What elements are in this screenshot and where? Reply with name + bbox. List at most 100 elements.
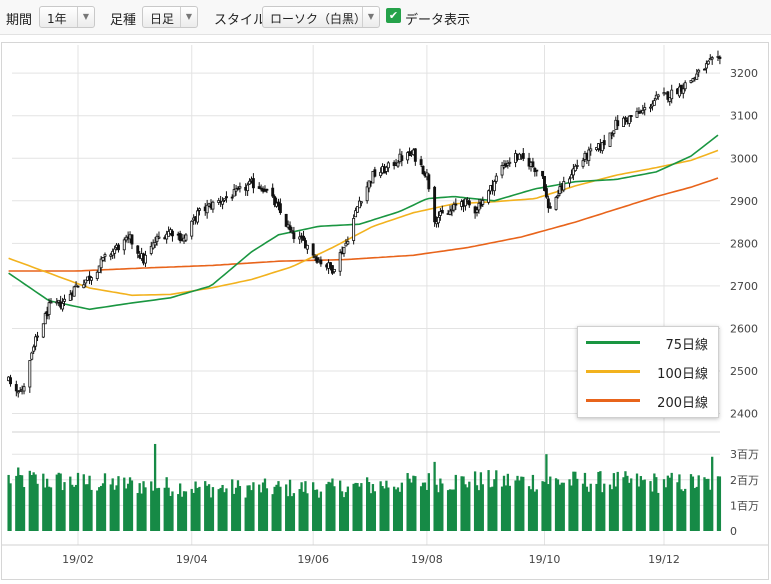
volume-bar [398,491,402,531]
volume-bar [716,476,720,531]
candle-body [273,196,277,206]
candle-body [562,181,566,191]
candle [602,134,606,150]
candle [681,83,685,99]
show-data-label[interactable]: データ表示 [405,13,471,28]
volume-bar [63,482,66,531]
volume-bar [28,470,31,531]
candle [703,68,706,71]
volume-bar [400,482,403,531]
candle [487,189,491,205]
candle [641,104,645,115]
candle [16,390,20,398]
candle [637,107,641,114]
volume-bar [435,484,438,531]
volume-bar [489,487,492,531]
style-select[interactable]: ローソク（白黒） ▼ [262,6,380,28]
candle [47,298,51,320]
candle-body [433,186,437,223]
candle-body [508,161,512,164]
volume-bar [238,486,242,531]
volume-bar [454,474,457,531]
volume-bar [153,443,157,531]
candle [679,84,683,95]
candle-body [122,239,126,251]
volume-bar [177,494,180,531]
candle-body [313,256,317,258]
candle [365,181,369,204]
volume-bar [649,481,652,531]
candle-body [573,165,577,172]
candle-body [49,301,53,304]
candle-body [211,201,215,210]
candle [221,197,225,210]
candle [171,229,174,242]
volume-bar [506,473,510,531]
candle-body [506,162,510,166]
candle [697,68,701,77]
volume-bar [392,486,396,531]
period-select[interactable]: 1年 ▼ [39,6,95,28]
candle-body [610,133,614,136]
candle [304,237,307,249]
legend-label-ma75: 75日線 [665,338,708,353]
candle-type-label: 足種 [110,13,137,28]
candle-body [144,254,147,264]
candle [440,205,444,214]
volume-bar [622,477,625,531]
candle-body [556,195,560,198]
volume-bar [423,482,427,531]
candle-body [521,153,525,159]
volume-bar [88,475,91,531]
volume-bar [718,476,722,531]
candle [197,207,201,216]
candle-body [153,242,157,246]
legend-swatch-ma75 [586,341,640,344]
candle [82,279,86,289]
volume-bar [71,484,74,531]
candle [635,107,639,118]
volume-bar [568,479,571,531]
candle [481,196,485,207]
volume-bar [182,491,186,531]
candle-body [492,181,496,192]
candle-body [571,168,575,176]
volume-bar [325,484,328,531]
volume-bar [99,485,103,531]
volume-bar [662,479,666,531]
volume-bar [356,483,359,531]
candle [278,198,282,215]
candle [251,173,255,194]
candle [167,226,171,237]
volume-bar [531,474,535,531]
candle [608,132,612,147]
volume-bar [84,484,87,531]
volume-bar [306,493,309,531]
volume-bar [152,490,155,531]
volume-bar [516,475,519,531]
candle-body [413,148,417,162]
candle-body [184,234,188,241]
show-data-checkbox[interactable]: ✔ [386,8,401,23]
volume-bar [703,477,706,531]
ma75-line [8,134,719,311]
volume-bar [421,482,425,531]
volume-bar [339,480,342,531]
volume-bar [22,487,26,531]
volume-bar [666,475,670,531]
candle [544,184,548,199]
volume-bar [601,492,604,531]
candle-body [342,246,346,254]
volume-bar [664,487,668,531]
candle-body [292,232,296,240]
candle-type-select[interactable]: 日足 ▼ [142,6,198,28]
volume-bar [138,483,141,531]
candle-body [373,169,377,177]
volume-bar [545,454,548,531]
candle-body [637,112,641,114]
legend-item-ma200: 200日線 [578,389,718,413]
candle-body [587,149,591,162]
volume-bar [285,484,288,531]
volume-bar [614,486,617,531]
